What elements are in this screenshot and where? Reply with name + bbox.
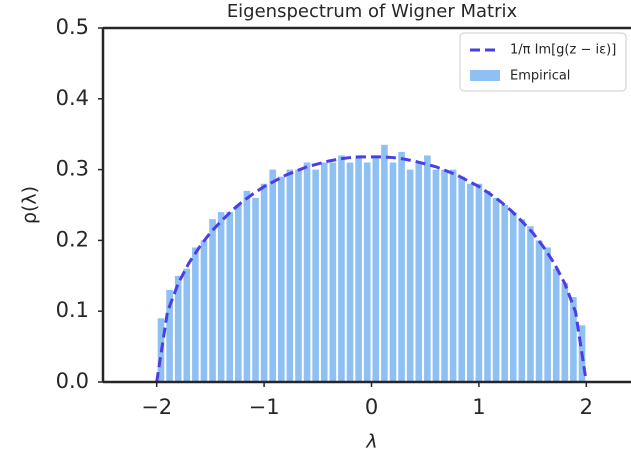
histogram-bar xyxy=(458,176,466,382)
y-tick-label: 0.2 xyxy=(56,227,89,251)
histogram-bar xyxy=(441,169,448,382)
histogram-bar xyxy=(295,169,302,382)
x-tick-label: −1 xyxy=(249,395,280,419)
histogram-bar xyxy=(509,212,517,382)
chart-title: Eigenspectrum of Wigner Matrix xyxy=(227,1,518,22)
x-tick-label: −2 xyxy=(141,395,172,419)
histogram-bar xyxy=(200,240,208,382)
histogram-bar xyxy=(561,282,569,382)
histogram-bar xyxy=(432,169,440,382)
histogram-bar xyxy=(174,275,182,382)
y-tick-label: 0.0 xyxy=(56,369,89,393)
histogram-bar xyxy=(484,190,491,382)
legend-bar-swatch xyxy=(470,70,500,81)
histogram-bar xyxy=(501,205,508,382)
histogram-bar xyxy=(570,297,577,382)
histogram-bar xyxy=(398,151,405,382)
histogram-bar xyxy=(217,212,225,382)
x-tick-label: 0 xyxy=(365,395,378,419)
y-tick-label: 0.5 xyxy=(56,15,89,39)
histogram-bar xyxy=(355,155,362,382)
histogram-bar xyxy=(518,219,526,382)
histogram-bar xyxy=(243,190,251,382)
histogram-bar xyxy=(346,162,354,382)
histogram-bar xyxy=(492,197,500,382)
histogram-bar xyxy=(183,268,191,382)
histogram-bar xyxy=(381,144,388,382)
histogram-bar xyxy=(415,162,423,382)
x-tick-label: 1 xyxy=(472,395,485,419)
histogram-bar xyxy=(475,183,483,382)
density-line xyxy=(155,155,588,383)
histogram-bar xyxy=(320,162,328,382)
histogram-bar xyxy=(363,162,371,382)
y-axis-label: ρ(λ) xyxy=(19,186,41,224)
legend-label: Empirical xyxy=(510,69,570,84)
histogram-bar xyxy=(467,183,474,382)
histogram-bar xyxy=(389,162,397,382)
x-tick-label: 2 xyxy=(580,395,593,419)
y-tick-label: 0.1 xyxy=(56,298,89,322)
histogram-bar xyxy=(338,155,345,382)
histogram-bar xyxy=(372,155,380,382)
histogram-bar xyxy=(535,240,543,382)
y-tick-label: 0.4 xyxy=(56,86,89,110)
histogram-bar xyxy=(226,212,234,382)
histogram-bar xyxy=(252,197,259,382)
histogram-bar xyxy=(303,162,311,382)
histogram-bar xyxy=(209,219,216,382)
histogram-bar xyxy=(406,169,414,382)
histogram-bar xyxy=(552,268,560,382)
histogram-bar xyxy=(235,205,242,382)
histogram-bar xyxy=(527,226,534,382)
legend-box xyxy=(459,32,627,92)
histogram-bar xyxy=(277,176,285,382)
histogram-bar xyxy=(192,247,199,382)
histogram-bar xyxy=(544,247,551,382)
histogram-bar xyxy=(166,289,173,382)
histogram-bar xyxy=(449,169,457,382)
histogram-bar xyxy=(286,169,294,382)
histogram-bar xyxy=(329,162,337,382)
legend-label: 1/π Im[g(z − iε)] xyxy=(510,43,616,58)
y-tick-label: 0.3 xyxy=(56,157,89,181)
histogram-bar xyxy=(424,155,431,382)
histogram-bar xyxy=(260,183,268,382)
histogram-bar xyxy=(312,169,319,382)
histogram-bar xyxy=(269,169,276,382)
x-axis-label: λ xyxy=(365,431,377,453)
